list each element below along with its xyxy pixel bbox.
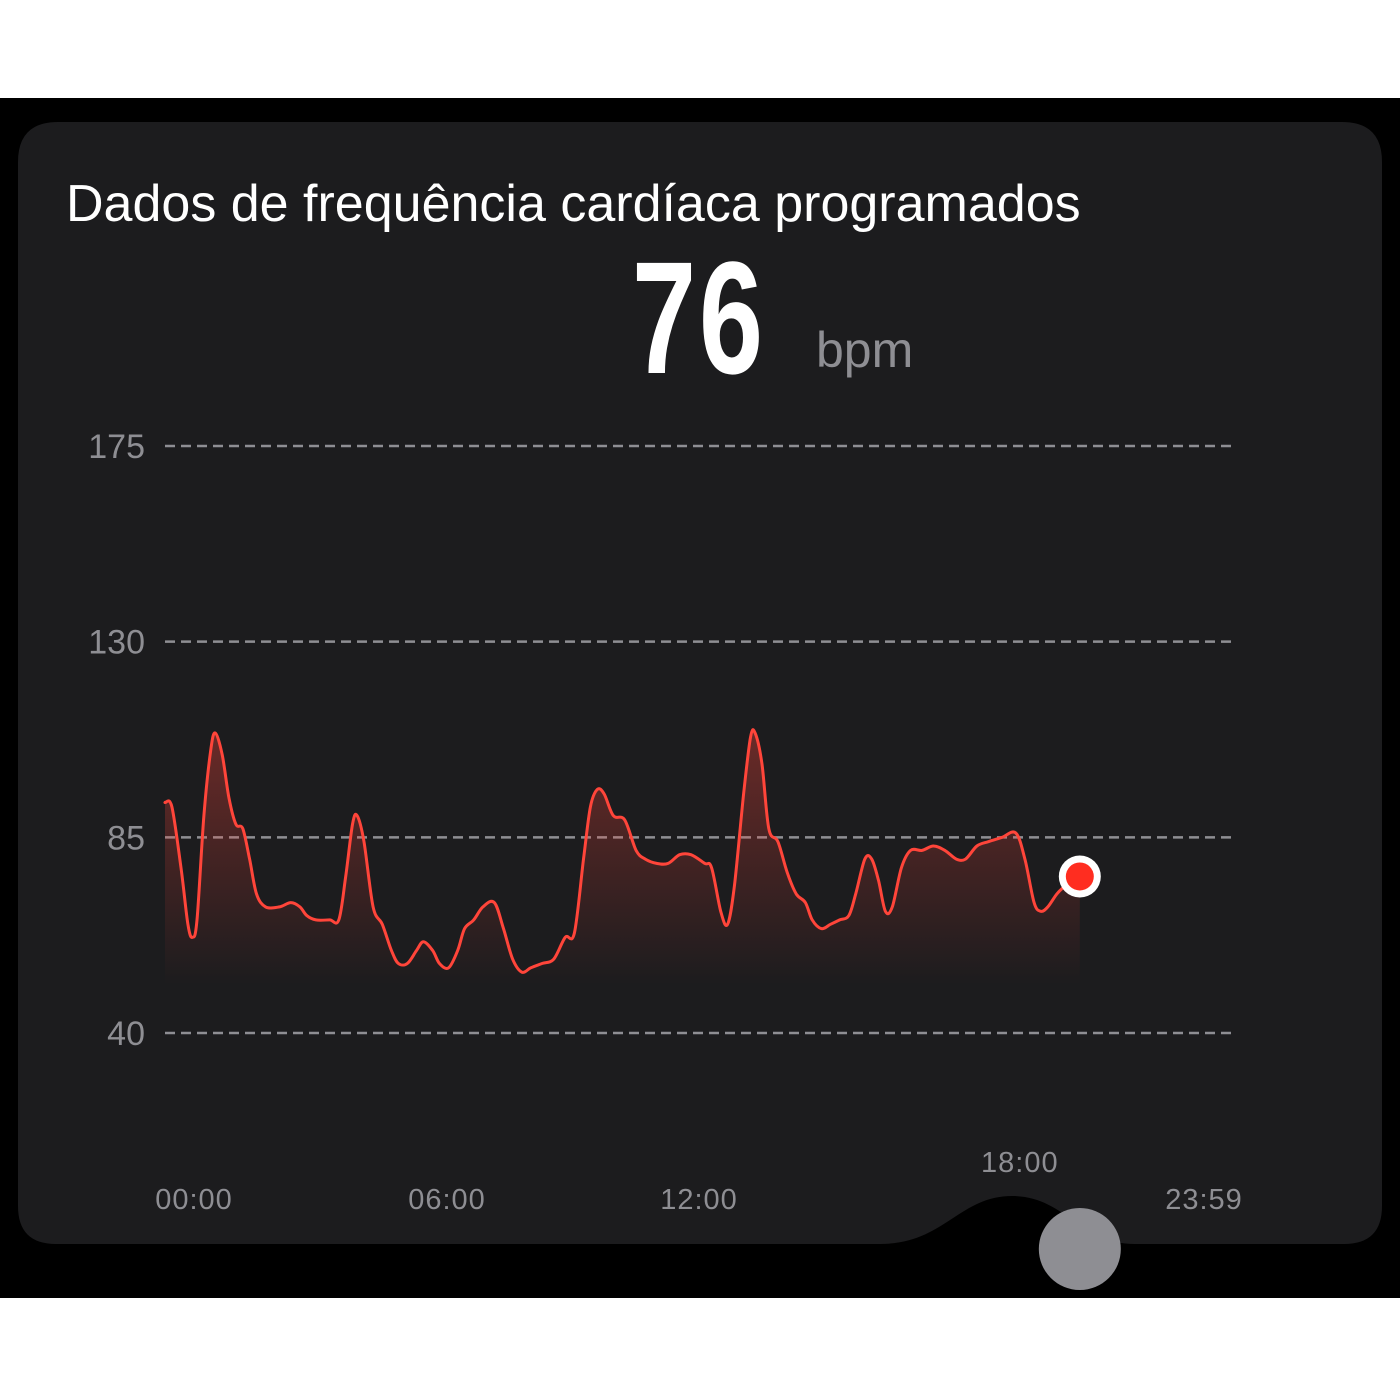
series-line [163,728,1082,974]
y-tick-label: 85 [107,819,145,857]
series-area [165,729,1080,985]
current-heart-rate-value: 76 [632,228,766,407]
selection-point-inner [1065,862,1094,891]
chart-x-axis: 00:00 06:00 12:00 23:59 [155,1184,1243,1216]
x-tick-label: 12:00 [660,1184,738,1216]
y-tick-label: 175 [88,428,145,466]
y-tick-label: 130 [88,624,145,662]
chart-y-axis: 175 130 85 40 [88,428,145,1053]
page-title: Dados de frequência cardíaca programados [66,175,1081,233]
chart-gridlines [165,444,1234,1035]
scrub-handle[interactable] [1038,1208,1121,1290]
selection-time-label: 18:00 [981,1147,1059,1179]
heart-rate-unit: bpm [816,322,914,378]
x-tick-label: 23:59 [1165,1184,1243,1216]
y-tick-label: 40 [107,1015,145,1053]
x-tick-label: 06:00 [408,1184,486,1216]
x-tick-label: 00:00 [155,1184,233,1216]
